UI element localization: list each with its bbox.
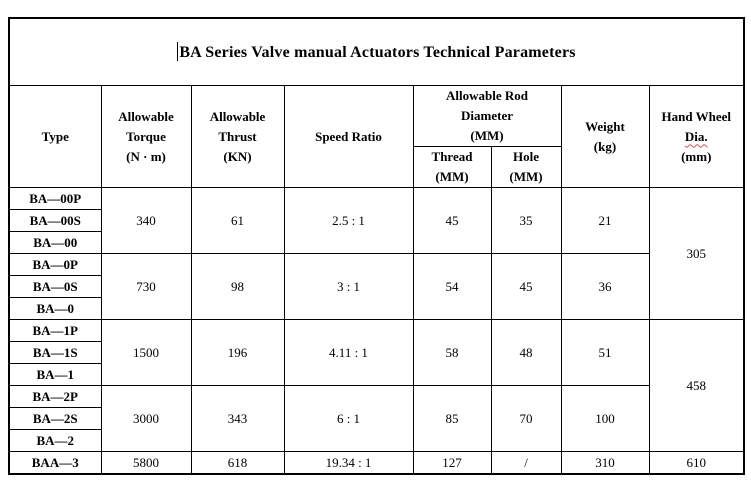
header-line: (N · m)	[126, 148, 166, 164]
speed-ratio-value: 3 : 1	[283, 253, 414, 320]
col-header-thrust: Allowable Thrust (KN)	[190, 85, 285, 188]
table-row: BA—2S	[8, 407, 744, 430]
header-line: Hand Wheel	[661, 108, 731, 124]
text-cursor	[177, 42, 179, 61]
header-line: Allowable	[209, 108, 266, 124]
type-cell: BA—2S	[8, 407, 102, 430]
table-row: BA—1	[8, 363, 744, 386]
table-row: BA—00P 340 61 2.5 : 1 45 35 21 305	[8, 187, 745, 320]
header-line: (KN)	[223, 148, 252, 164]
header-line-misspelled: Dia.	[684, 128, 708, 144]
thread-value: 54	[412, 253, 492, 320]
table-row: BA—2P 3000 343 6 : 1 85 70 100	[8, 385, 744, 452]
col-header-hole: Hole (MM)	[490, 146, 562, 188]
thrust-value: 618	[190, 451, 285, 475]
weight-value: 100	[560, 385, 650, 452]
thrust-value: 61	[190, 187, 285, 254]
col-header-torque: Allowable Torque (N · m)	[100, 85, 192, 188]
thrust-value: 196	[190, 319, 285, 386]
header-row: Type Allowable Torque (N · m) Allowable …	[8, 85, 745, 188]
weight-value: 36	[560, 253, 650, 320]
speed-ratio-value: 2.5 : 1	[283, 187, 414, 254]
header-line: Hole	[513, 149, 539, 164]
type-cell: BA—0S	[8, 275, 102, 298]
type-cell: BA—0	[8, 297, 102, 320]
header-line: Torque	[126, 128, 166, 144]
table-row: BA—1P 1500 196 4.11 : 1 58 48 51 458	[8, 319, 745, 452]
thread-value: 58	[412, 319, 492, 386]
hole-value: /	[490, 451, 562, 475]
weight-value: 310	[560, 451, 650, 475]
header-line: (MM)	[435, 169, 469, 184]
type-cell: BA—00P	[8, 187, 102, 210]
col-header-speed-ratio: Speed Ratio	[283, 85, 414, 188]
table-row: BA—00S	[8, 209, 744, 232]
speed-ratio-value: 19.34 : 1	[283, 451, 414, 475]
header-line: Thread	[431, 149, 473, 164]
col-header-thread: Thread (MM)	[412, 146, 492, 188]
type-cell: BA—00S	[8, 209, 102, 232]
torque-value: 3000	[100, 385, 192, 452]
table-title-text: BA Series Valve manual Actuators Technic…	[179, 44, 576, 61]
table-row: BAA—3 5800 618 19.34 : 1 127 / 310 610	[8, 451, 745, 475]
header-line: Weight	[585, 118, 625, 134]
title-row: BA Series Valve manual Actuators Technic…	[8, 17, 745, 86]
torque-value: 1500	[100, 319, 192, 386]
type-cell: BA—1	[8, 363, 102, 386]
torque-value: 5800	[100, 451, 192, 475]
type-cell: BAA—3	[8, 451, 102, 475]
document-sheet: BA Series Valve manual Actuators Technic…	[8, 17, 745, 475]
torque-value: 730	[100, 253, 192, 320]
col-header-type: Type	[8, 85, 102, 188]
table-row: BA—2	[8, 429, 744, 452]
header-line: (MM)	[509, 169, 543, 184]
speed-ratio-value: 6 : 1	[283, 385, 414, 452]
table-row: BA—0	[8, 297, 744, 320]
type-cell: BA—1P	[8, 319, 102, 342]
type-cell: BA—2P	[8, 385, 102, 408]
speed-ratio-value: 4.11 : 1	[283, 319, 414, 386]
torque-value: 340	[100, 187, 192, 254]
header-line: Diameter	[461, 108, 513, 123]
header-line: (MM)	[470, 128, 504, 143]
type-cell: BA—1S	[8, 341, 102, 364]
header-line: Allowable	[118, 108, 174, 124]
hole-value: 35	[490, 187, 562, 254]
weight-value: 51	[560, 319, 650, 386]
type-cell: BA—0P	[8, 253, 102, 276]
hand-wheel-value: 610	[648, 451, 745, 475]
thread-value: 45	[412, 187, 492, 254]
header-line: (mm)	[681, 148, 712, 164]
subheader-row: Thread (MM) Hole (MM)	[9, 146, 744, 188]
thrust-value: 343	[190, 385, 285, 452]
type-cell: BA—2	[8, 429, 102, 452]
col-header-rod-diameter: Allowable Rod Diameter (MM)	[412, 85, 562, 147]
type-cell: BA—00	[8, 231, 102, 254]
thread-value: 85	[412, 385, 492, 452]
thrust-value: 98	[190, 253, 285, 320]
col-header-weight: Weight (kg)	[560, 85, 650, 188]
header-line: Allowable Rod	[446, 88, 528, 103]
col-header-hand-wheel: Hand Wheel Dia. (mm)	[648, 85, 745, 188]
header-line: Thrust	[218, 128, 257, 144]
table-row: BA—0P 730 98 3 : 1 54 45 36	[8, 253, 744, 320]
hole-value: 45	[490, 253, 562, 320]
table-row: BA—0S	[8, 275, 744, 298]
header-line: (kg)	[593, 138, 617, 154]
thread-value: 127	[412, 451, 492, 475]
parameters-table: BA Series Valve manual Actuators Technic…	[8, 17, 745, 475]
hole-value: 70	[490, 385, 562, 452]
hand-wheel-value: 458	[648, 319, 745, 452]
table-title: BA Series Valve manual Actuators Technic…	[8, 17, 745, 86]
hole-value: 48	[490, 319, 562, 386]
weight-value: 21	[560, 187, 650, 254]
hand-wheel-value: 305	[648, 187, 745, 320]
